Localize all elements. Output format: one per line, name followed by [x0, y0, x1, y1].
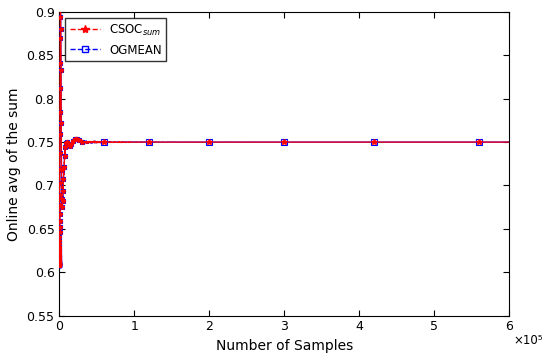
Text: ×10⁵: ×10⁵	[514, 334, 543, 347]
Legend: CSOC$_{sum}$, OGMEAN: CSOC$_{sum}$, OGMEAN	[65, 18, 166, 61]
X-axis label: Number of Samples: Number of Samples	[216, 339, 353, 353]
Y-axis label: Online avg of the sum: Online avg of the sum	[7, 87, 21, 240]
